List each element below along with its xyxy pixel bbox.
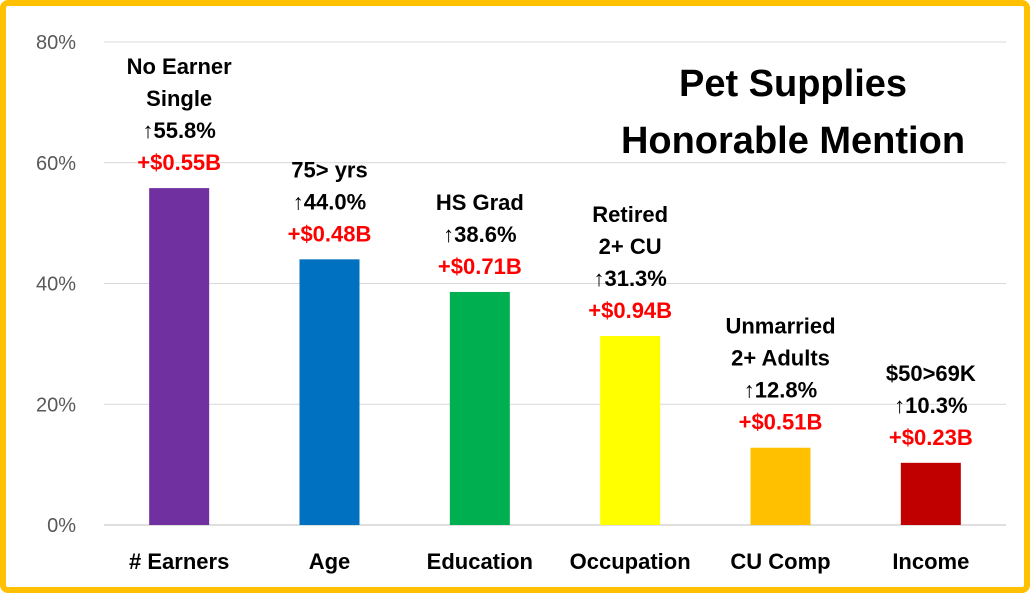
bar-dollar-label: +$0.23B [889, 425, 973, 450]
x-category-label: Income [892, 549, 969, 574]
y-tick-label: 40% [36, 274, 76, 296]
y-tick-label: 20% [36, 394, 76, 416]
bar-dollar-label: +$0.55B [137, 150, 221, 175]
bar-data-label: ↑31.3% [593, 266, 666, 291]
bar [149, 188, 210, 526]
x-category-label: Age [309, 549, 351, 574]
bar [750, 447, 811, 525]
bar-data-label: ↑55.8% [142, 118, 215, 143]
bar-data-label: Retired [592, 202, 668, 227]
bar-data-label: ↑38.6% [443, 222, 516, 247]
x-category-label: CU Comp [730, 549, 830, 574]
y-tick-label: 0% [47, 515, 76, 537]
bar-chart: 0% 20% 40% 60% 80% No Earner Single ↑55.8% +$0.… [36, 32, 1006, 574]
bar-data-label: 2+ Adults [731, 346, 830, 371]
bar-data-label: Single [146, 86, 212, 111]
bar-data-label: ↑12.8% [744, 378, 817, 403]
y-tick-label: 80% [36, 32, 76, 54]
bar [449, 291, 510, 525]
bar-data-label: 2+ CU [599, 234, 662, 259]
y-tick-label: 60% [36, 153, 76, 175]
x-category-label: Occupation [570, 549, 691, 574]
bar-data-label: ↑10.3% [894, 393, 967, 418]
bar [299, 259, 360, 525]
bar-dollar-label: +$0.51B [739, 410, 823, 435]
gridlines [104, 41, 1006, 526]
y-axis-ticks: 0% 20% 40% 60% 80% [36, 32, 76, 537]
chart-title-line1: Pet Supplies [679, 63, 907, 105]
x-category-label: Education [427, 549, 533, 574]
chart-title-line2: Honorable Mention [621, 120, 965, 162]
bar-data-label: $50>69K [886, 361, 976, 386]
bars [149, 188, 961, 526]
bar-dollar-label: +$0.71B [438, 254, 522, 279]
bar-dollar-label: +$0.48B [288, 221, 372, 246]
x-category-label: # Earners [129, 549, 229, 574]
bar-data-label: 75> yrs [291, 157, 367, 182]
x-axis-categories: # Earners Age Education Occupation CU Comp In… [129, 549, 969, 574]
bar-data-label: Unmarried [725, 314, 835, 339]
bar-data-label: HS Grad [436, 190, 524, 215]
bar-dollar-label: +$0.94B [588, 298, 672, 323]
bar [600, 336, 661, 525]
bar-data-label: ↑44.0% [293, 189, 366, 214]
bar [900, 462, 961, 525]
bar-labels: No Earner Single ↑55.8% +$0.55B 75> yrs ↑44.0… [127, 54, 976, 450]
bar-data-label: No Earner [127, 54, 233, 79]
